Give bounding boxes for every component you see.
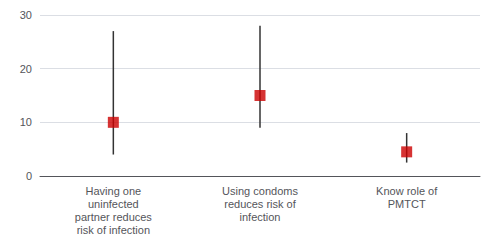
svg-text:reduces risk of: reduces risk of [224, 198, 296, 210]
svg-text:Using condoms: Using condoms [222, 185, 298, 197]
svg-text:20: 20 [20, 63, 32, 75]
svg-text:risk of infection: risk of infection [77, 224, 150, 236]
svg-text:Having one: Having one [86, 185, 142, 197]
svg-text:uninfected: uninfected [88, 198, 139, 210]
svg-text:partner reduces: partner reduces [75, 211, 153, 223]
svg-text:PMTCT: PMTCT [388, 198, 426, 210]
svg-text:infection: infection [240, 211, 281, 223]
svg-text:30: 30 [20, 9, 32, 21]
svg-text:0: 0 [26, 170, 32, 182]
svg-text:10: 10 [20, 116, 32, 128]
svg-text:Know role of: Know role of [376, 185, 438, 197]
